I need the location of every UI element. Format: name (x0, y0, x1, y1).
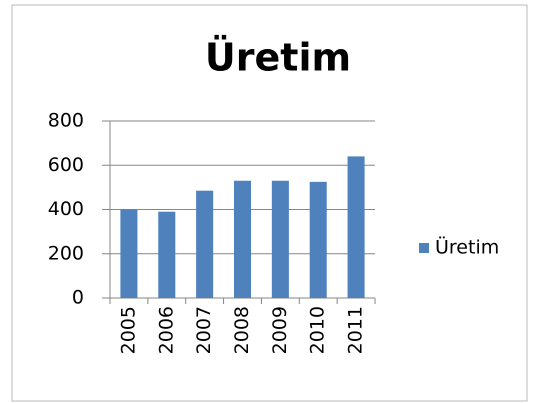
y-tick-label: 0 (72, 287, 84, 309)
bar (271, 180, 289, 298)
x-tick-label: 2011 (345, 306, 367, 354)
x-tick-label: 2005 (117, 306, 139, 354)
chart-title: Üretim (205, 36, 351, 80)
y-tick-label: 200 (48, 242, 84, 264)
x-tick-label: 2007 (193, 306, 215, 354)
bar (309, 181, 327, 298)
bar (196, 190, 214, 298)
chart-frame (11, 4, 528, 402)
bar (347, 156, 365, 298)
bar (120, 209, 138, 298)
y-tick-label: 400 (48, 198, 84, 220)
y-tick-label: 800 (48, 110, 84, 132)
legend-label: Üretim (435, 236, 499, 259)
x-tick-label: 2008 (231, 306, 253, 354)
bar (233, 180, 252, 298)
bar (158, 211, 176, 298)
x-tick-label: 2009 (269, 306, 291, 354)
legend-swatch (419, 243, 429, 253)
x-tick-label: 2010 (307, 306, 329, 354)
x-tick-label: 2006 (155, 306, 177, 354)
y-tick-label: 600 (48, 154, 84, 176)
